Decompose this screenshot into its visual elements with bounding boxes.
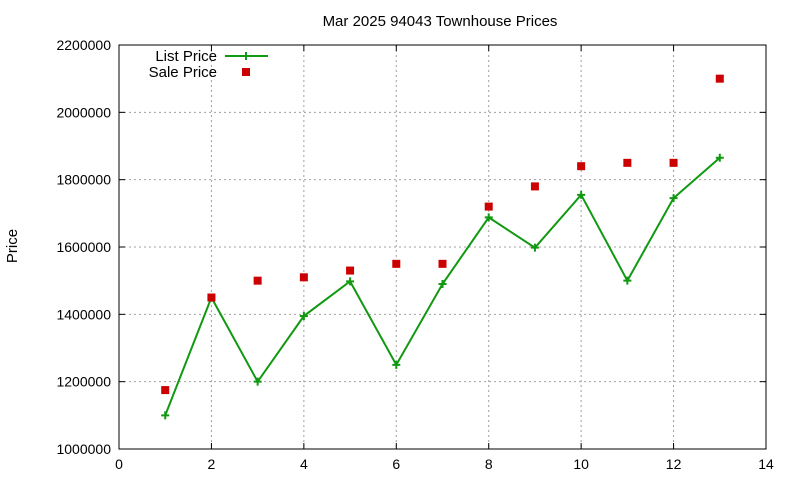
- legend-square-marker: [242, 68, 250, 76]
- legend-label: Sale Price: [149, 64, 217, 81]
- list-price-point: [623, 276, 632, 285]
- list-price-point: [161, 411, 170, 420]
- x-tick-label: 0: [115, 456, 123, 472]
- y-axis-label: Price: [4, 229, 21, 263]
- data-series: [161, 74, 724, 420]
- list-price-point: [530, 243, 539, 252]
- x-tick-label: 14: [758, 456, 774, 472]
- list-price-point: [346, 277, 355, 286]
- sale-price-point: [299, 273, 308, 282]
- sale-price-point: [253, 276, 262, 285]
- grid-lines: [119, 45, 766, 449]
- list-price-point: [392, 360, 401, 369]
- series-2: [161, 74, 724, 395]
- legend-plus-marker: [242, 52, 250, 60]
- y-tick-label: 2200000: [56, 37, 111, 53]
- chart-title: Mar 2025 94043 Townhouse Prices: [323, 13, 558, 30]
- sale-price-point: [161, 386, 170, 395]
- list-price-point: [577, 190, 586, 199]
- list-price-point: [438, 280, 447, 289]
- y-tick-label: 1200000: [56, 374, 111, 390]
- legend-label: List Price: [155, 48, 217, 65]
- sale-price-point: [623, 158, 632, 167]
- list-price-point: [715, 153, 724, 162]
- sale-price-point: [484, 202, 493, 211]
- sale-price-point: [530, 182, 539, 191]
- x-tick-label: 12: [666, 456, 682, 472]
- x-tick-label: 8: [485, 456, 493, 472]
- y-tick-label: 1800000: [56, 172, 111, 188]
- sale-price-point: [669, 158, 678, 167]
- sale-price-point: [715, 74, 724, 83]
- sale-price-point: [392, 259, 401, 268]
- list-price-point: [484, 213, 493, 222]
- axis-ticks: 0 2 4 6 8 10 12 14 1000000 1200000 1400000 1600000 1…: [56, 37, 774, 472]
- y-tick-label: 1600000: [56, 239, 111, 255]
- sale-price-point: [207, 293, 216, 302]
- list-price-point: [669, 194, 678, 203]
- x-tick-label: 10: [573, 456, 589, 472]
- y-tick-label: 1400000: [56, 306, 111, 322]
- sale-price-point: [577, 162, 586, 171]
- x-tick-label: 2: [208, 456, 216, 472]
- list-price-point: [253, 377, 262, 386]
- y-tick-label: 2000000: [56, 104, 111, 120]
- y-tick-label: 1000000: [56, 441, 111, 457]
- sale-price-point: [346, 266, 355, 275]
- list-price-point: [299, 312, 308, 321]
- x-tick-label: 4: [300, 456, 308, 472]
- x-tick-label: 6: [392, 456, 400, 472]
- sale-price-point: [438, 259, 447, 268]
- plot-frame: [118, 44, 767, 450]
- series-1: [161, 153, 724, 420]
